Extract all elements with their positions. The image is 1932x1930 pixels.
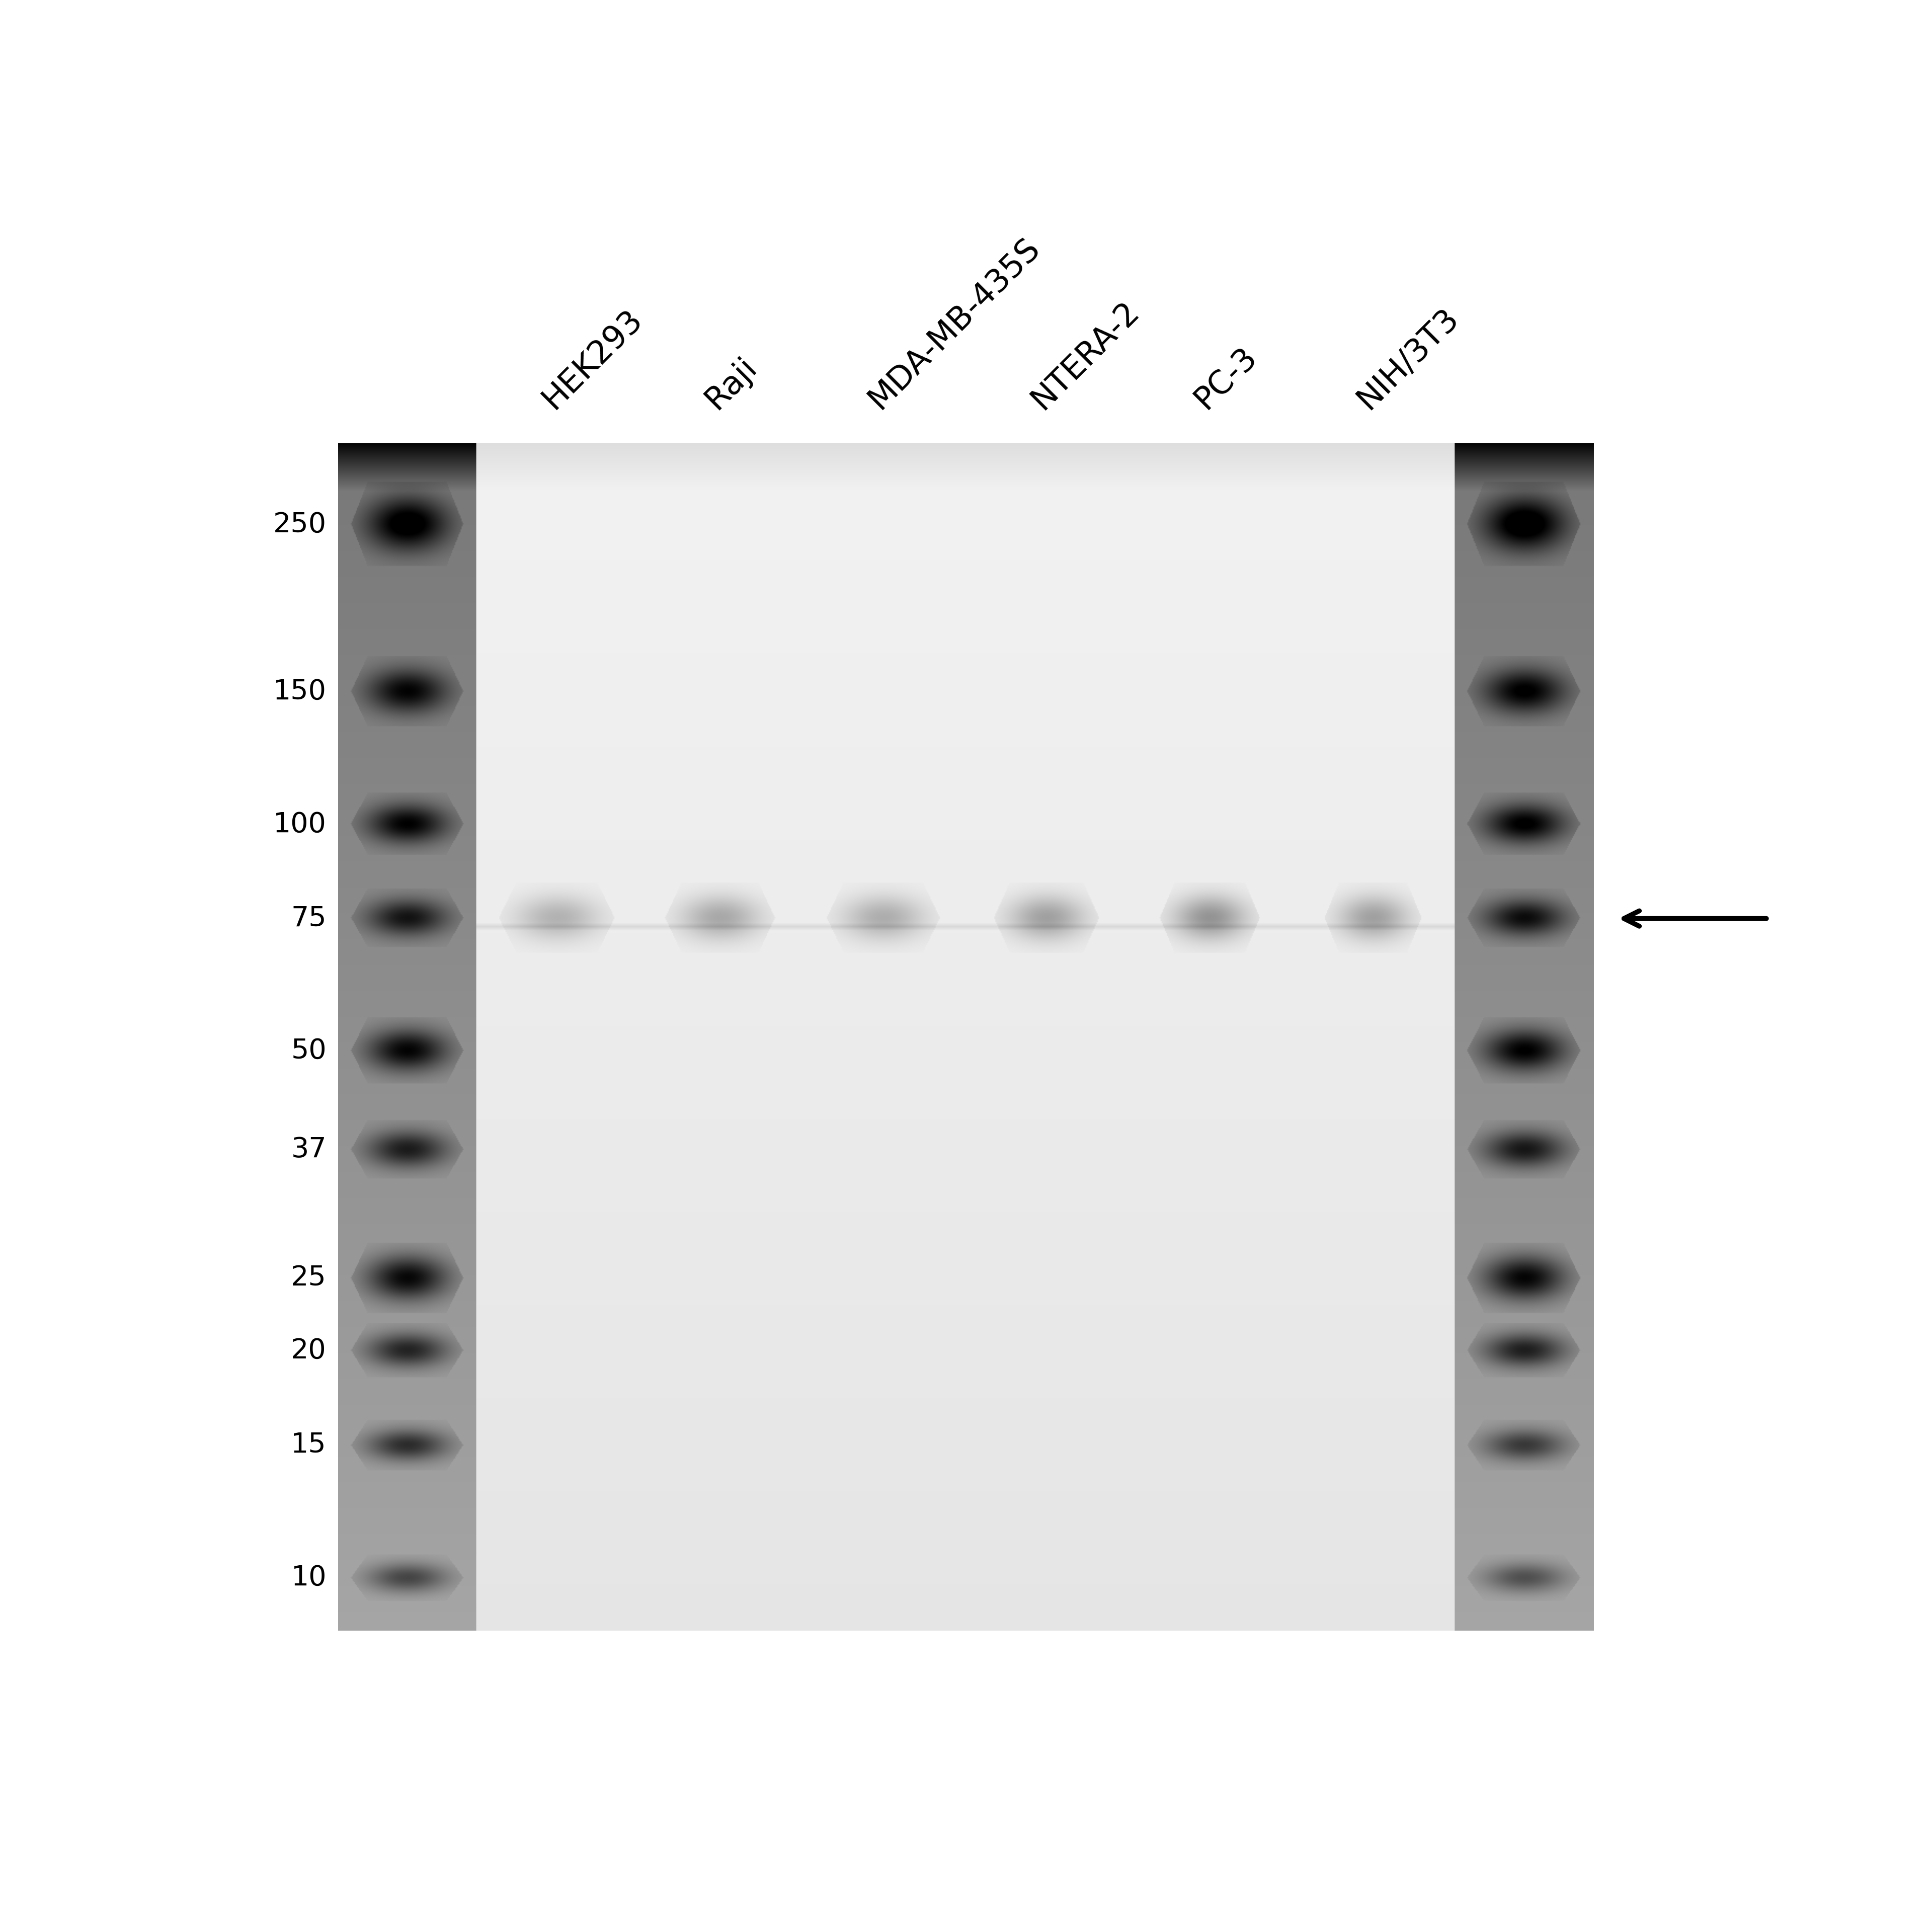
Text: 20: 20 [292,1337,327,1365]
Text: 37: 37 [292,1137,327,1164]
Text: 75: 75 [292,905,327,932]
Text: NTERA-2: NTERA-2 [1026,295,1146,415]
Text: NIH/3T3: NIH/3T3 [1350,301,1464,415]
Text: 25: 25 [292,1264,327,1291]
Text: 150: 150 [272,677,327,704]
Text: 15: 15 [292,1432,327,1459]
Text: HEK293: HEK293 [537,303,649,415]
Text: MDA-MB-435S: MDA-MB-435S [862,232,1045,415]
Text: PC-3: PC-3 [1188,342,1262,415]
Text: 10: 10 [292,1563,327,1590]
Text: Raji: Raji [699,351,763,415]
Text: 50: 50 [292,1038,327,1065]
Text: 100: 100 [272,811,327,838]
Text: 250: 250 [272,511,327,538]
